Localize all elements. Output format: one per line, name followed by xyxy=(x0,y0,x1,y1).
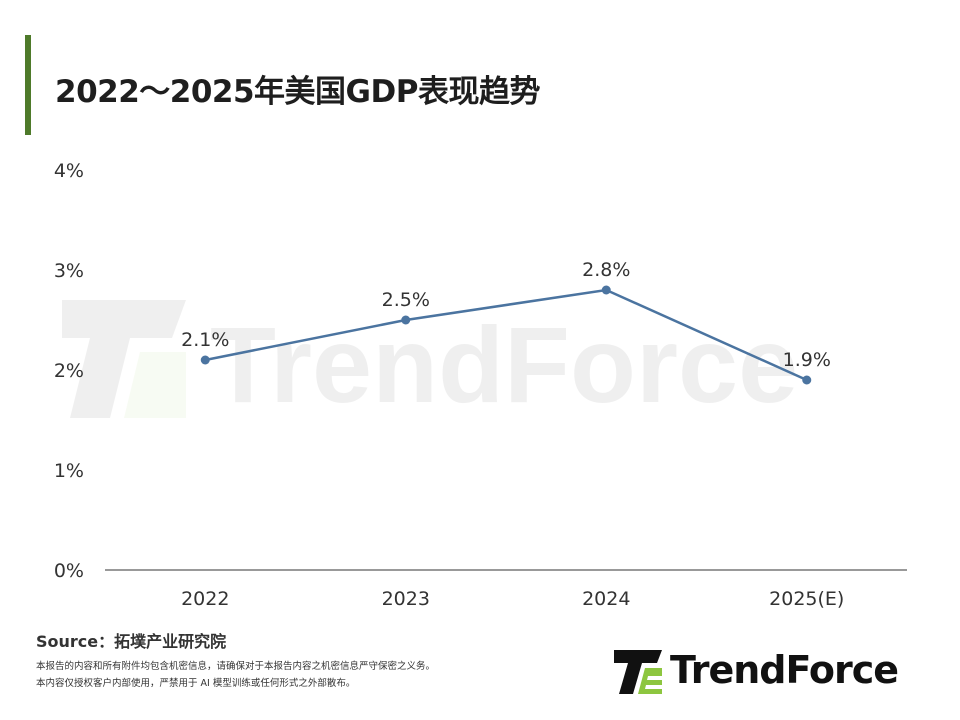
x-tick-label: 2024 xyxy=(582,588,630,610)
logo-icon-part xyxy=(645,676,662,689)
data-labels: 2.1% 2.5% 2.8% 1.9% xyxy=(181,259,831,371)
title-accent-bar xyxy=(25,35,31,135)
watermark-icon-part xyxy=(62,300,186,418)
x-tick-label: 2022 xyxy=(181,588,229,610)
y-axis-ticks: 0% 1% 2% 3% 4% xyxy=(54,160,84,582)
series-line xyxy=(205,288,808,382)
line-chart: TrendForce 0% 1% 2% 3% 4% 2022 2023 2024 2025(E… xyxy=(54,160,907,610)
y-tick-label: 4% xyxy=(54,160,84,182)
y-tick-label: 2% xyxy=(54,360,84,382)
logo-text: TrendForce xyxy=(670,648,899,692)
trendforce-watermark: TrendForce xyxy=(62,300,798,425)
x-tick-label: 2025(E) xyxy=(769,588,844,610)
data-points xyxy=(200,285,812,385)
watermark-icon-part xyxy=(124,352,186,418)
x-tick-label: 2023 xyxy=(382,588,430,610)
trendforce-logo: TrendForce xyxy=(612,646,932,696)
logo-icon-part xyxy=(614,650,662,694)
y-tick-label: 0% xyxy=(54,560,84,582)
y-tick-label: 3% xyxy=(54,260,84,282)
data-point xyxy=(200,355,210,365)
data-label: 1.9% xyxy=(783,349,831,371)
disclaimer-line-2: 本内容仅授权客户内部使用，严禁用于 AI 模型训练或任何形式之外部散布。 xyxy=(36,678,356,689)
source-note: Source：拓墣产业研究院 xyxy=(36,632,227,651)
data-point xyxy=(601,285,611,295)
data-point xyxy=(401,315,411,325)
y-tick-label: 1% xyxy=(54,460,84,482)
disclaimer-line-1: 本报告的内容和所有附件均包含机密信息，请确保对于本报告内容之机密信息严守保密之义… xyxy=(36,661,436,672)
chart-title: 2022～2025年美国GDP表现趋势 xyxy=(55,74,540,110)
data-label: 2.1% xyxy=(181,329,229,351)
data-label: 2.5% xyxy=(382,289,430,311)
data-label: 2.8% xyxy=(582,259,630,281)
logo-icon-part xyxy=(638,668,662,694)
trendforce-logo-icon xyxy=(614,650,662,694)
x-axis-ticks: 2022 2023 2024 2025(E) xyxy=(181,588,844,610)
watermark-text: TrendForce xyxy=(210,304,798,425)
data-point xyxy=(802,375,812,385)
